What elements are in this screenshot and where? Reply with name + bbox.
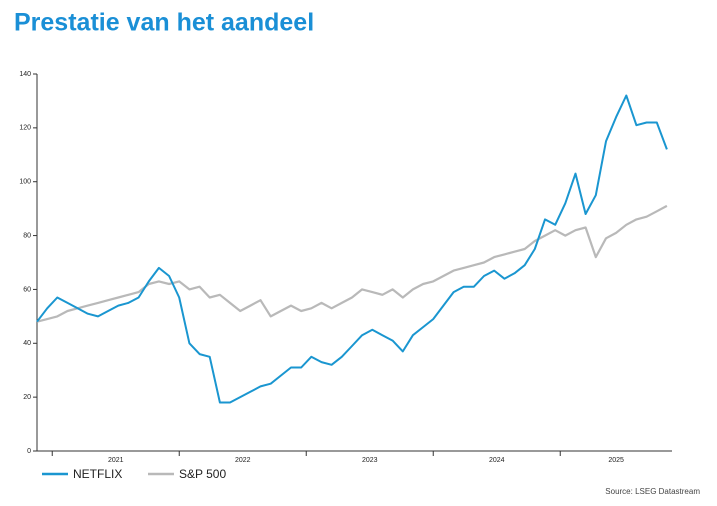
x-tick-label: 2021 [108, 457, 124, 464]
legend-label: S&P 500 [179, 467, 226, 481]
legend-label: NETFLIX [73, 467, 122, 481]
chart-title: Prestatie van het aandeel [14, 9, 314, 37]
y-tick-label: 20 [23, 394, 31, 401]
y-tick-label: 40 [23, 340, 31, 347]
series-line [36, 94, 668, 404]
y-tick-label: 140 [19, 71, 31, 78]
source-note: Source: LSEG Datastream [605, 487, 700, 496]
x-tick-label: 2022 [235, 457, 251, 464]
y-tick-label: 100 [19, 179, 31, 186]
x-tick-label: 2025 [608, 457, 624, 464]
x-tick-label: 2024 [489, 457, 505, 464]
series-line [36, 204, 668, 323]
x-tick-label: 2023 [362, 457, 378, 464]
y-tick-label: 60 [23, 286, 31, 293]
y-tick-label: 0 [27, 448, 31, 455]
y-tick-label: 120 [19, 125, 31, 132]
y-tick-label: 80 [23, 232, 31, 239]
